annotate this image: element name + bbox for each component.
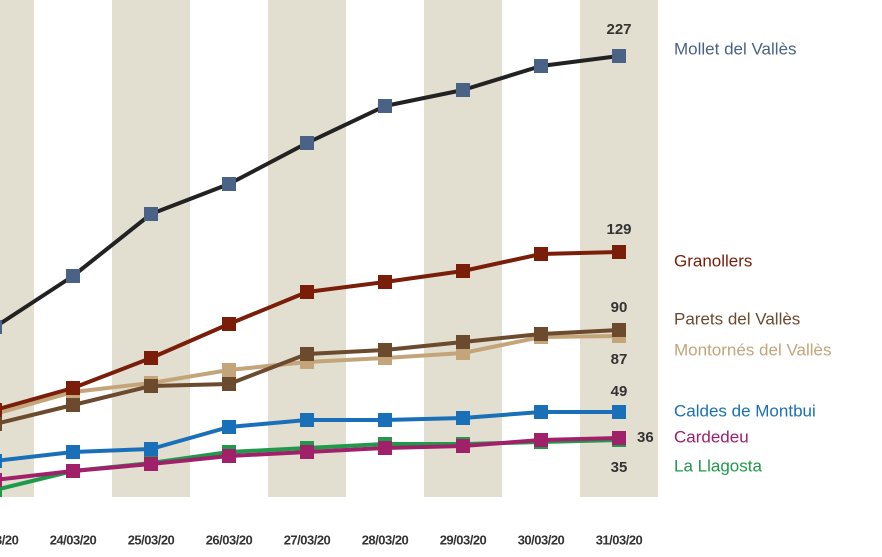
marker: [456, 439, 470, 453]
marker: [378, 413, 392, 427]
marker: [0, 403, 2, 417]
x-tick-label: 28/03/20: [362, 532, 409, 547]
value-label: 87: [611, 351, 628, 368]
legend-label: Mollet del Vallès: [674, 39, 797, 58]
marker: [144, 379, 158, 393]
x-tick-label: 26/03/20: [206, 532, 253, 547]
marker: [378, 441, 392, 455]
marker: [222, 177, 236, 191]
legend-label: La Llagosta: [674, 456, 762, 475]
marker: [456, 411, 470, 425]
x-tick-label: 30/03/20: [518, 532, 565, 547]
marker: [456, 83, 470, 97]
marker: [612, 49, 626, 63]
value-label: 35: [611, 459, 628, 476]
marker: [66, 269, 80, 283]
x-tick-label: 23/03/20: [0, 532, 19, 547]
marker: [66, 445, 80, 459]
marker: [66, 398, 80, 412]
marker: [456, 335, 470, 349]
x-tick-label: 25/03/20: [128, 532, 175, 547]
value-label: 129: [606, 221, 631, 238]
x-tick-label: 24/03/20: [50, 532, 97, 547]
marker: [612, 245, 626, 259]
marker: [0, 483, 2, 497]
value-label: 36: [637, 429, 654, 446]
marker: [66, 381, 80, 395]
marker: [300, 347, 314, 361]
value-label: 49: [611, 383, 628, 400]
legend-label: Montornés del Vallès: [674, 340, 832, 359]
marker: [456, 346, 470, 360]
marker: [222, 377, 236, 391]
legend-label: Parets del Vallès: [674, 309, 800, 328]
marker: [0, 454, 2, 468]
marker: [378, 343, 392, 357]
marker: [222, 420, 236, 434]
marker: [378, 275, 392, 289]
marker: [144, 457, 158, 471]
marker: [534, 405, 548, 419]
marker: [144, 442, 158, 456]
legend-label: Caldes de Montbui: [674, 401, 816, 420]
x-tick-label: 27/03/20: [284, 532, 331, 547]
legend-label: Cardedeu: [674, 427, 749, 446]
marker: [222, 363, 236, 377]
marker: [0, 320, 2, 334]
marker: [144, 351, 158, 365]
legend-label: Granollers: [674, 251, 752, 270]
marker: [612, 431, 626, 445]
marker: [534, 59, 548, 73]
marker: [0, 417, 2, 431]
marker: [534, 327, 548, 341]
marker: [534, 247, 548, 261]
marker: [300, 445, 314, 459]
marker: [66, 464, 80, 478]
marker: [222, 317, 236, 331]
marker: [222, 449, 236, 463]
marker: [612, 323, 626, 337]
marker: [300, 413, 314, 427]
value-label: 90: [611, 299, 628, 316]
value-label: 227: [606, 21, 631, 38]
marker: [378, 99, 392, 113]
marker: [144, 207, 158, 221]
marker: [456, 264, 470, 278]
marker: [0, 473, 2, 487]
marker: [612, 405, 626, 419]
marker: [534, 433, 548, 447]
marker: [300, 136, 314, 150]
x-tick-label: 31/03/20: [596, 532, 643, 547]
x-tick-label: 29/03/20: [440, 532, 487, 547]
band: [112, 0, 190, 497]
marker: [300, 285, 314, 299]
